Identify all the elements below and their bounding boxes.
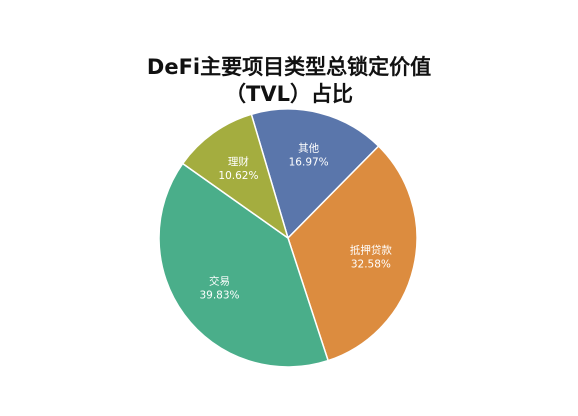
slice-value-label: 16.97% (289, 156, 329, 168)
chart-title: DeFi主要项目类型总锁定价值 (147, 55, 431, 79)
slice-value-label: 10.62% (218, 170, 258, 182)
slice-label: 交易 (209, 275, 230, 288)
chart-title: （TVL）占比 (225, 82, 353, 106)
slice-label: 抵押贷款 (350, 243, 392, 256)
slice-value-label: 32.58% (351, 258, 391, 270)
pie-slice (158, 162, 330, 368)
pie-slice (287, 145, 418, 362)
slice-label: 其他 (298, 141, 319, 154)
slice-label: 理财 (228, 155, 249, 168)
pie-slice (250, 108, 380, 240)
slice-value-label: 39.83% (199, 290, 239, 302)
pie-slice (181, 113, 290, 240)
